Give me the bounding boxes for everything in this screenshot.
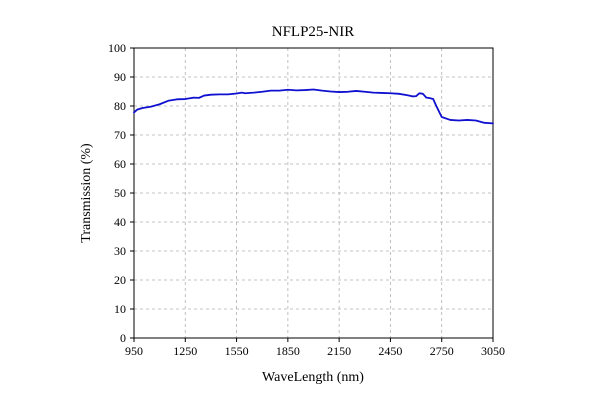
x-tick-label: 2150	[327, 344, 351, 358]
grid-lines	[134, 48, 493, 338]
y-tick-label: 70	[114, 128, 126, 142]
x-tick-label: 2750	[430, 344, 454, 358]
y-tick-label: 80	[114, 99, 126, 113]
x-tick-label: 2450	[378, 344, 402, 358]
y-tick-label: 90	[114, 70, 126, 84]
x-tick-label: 950	[125, 344, 143, 358]
x-tick-label: 3050	[481, 344, 505, 358]
y-tick-label: 30	[114, 244, 126, 258]
y-tick-label: 40	[114, 215, 126, 229]
x-tick-label: 1550	[225, 344, 249, 358]
y-tick-label: 0	[120, 331, 126, 345]
y-tick-label: 20	[114, 273, 126, 287]
x-axis: 950 1250 1550 1850 2150 2450 2750 3050	[125, 338, 505, 358]
y-tick-label: 50	[114, 186, 126, 200]
y-tick-label: 10	[114, 302, 126, 316]
y-axis-title: Transmission (%)	[79, 143, 94, 243]
transmission-line	[133, 88, 494, 125]
chart-title: NFLP25-NIR	[272, 24, 355, 40]
x-tick-label: 1250	[173, 344, 197, 358]
y-tick-label: 100	[108, 41, 126, 55]
plot-area-frame	[133, 47, 494, 339]
x-axis-title: WaveLength (nm)	[262, 370, 364, 385]
y-axis: 0 10 20 30 40 50 60 70 80 90 100	[108, 41, 134, 345]
y-tick-label: 60	[114, 157, 126, 171]
x-tick-label: 1850	[276, 344, 300, 358]
